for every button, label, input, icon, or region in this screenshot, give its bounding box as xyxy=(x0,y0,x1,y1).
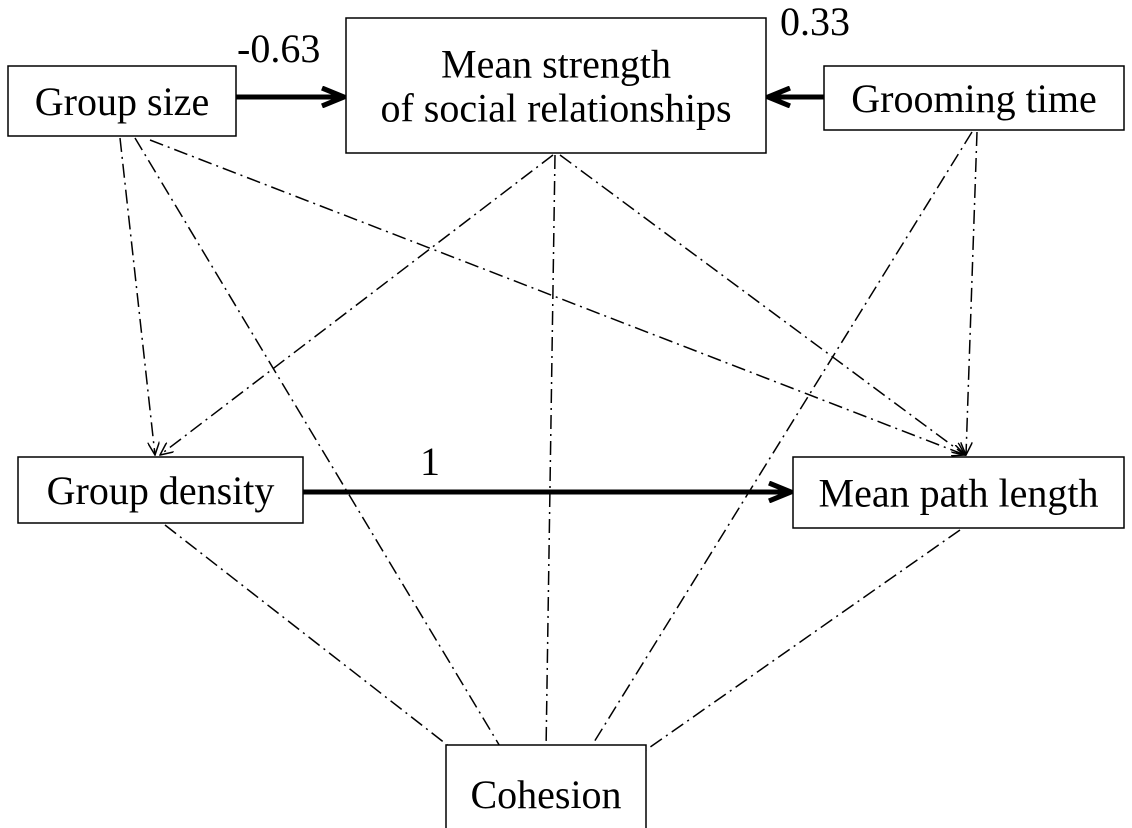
edge-label: -0.63 xyxy=(237,26,320,71)
edge xyxy=(559,154,965,455)
edge xyxy=(149,139,965,455)
node-label: Mean strength xyxy=(441,42,671,87)
node-box xyxy=(823,65,1125,131)
node-label: Mean path length xyxy=(819,471,1099,516)
node-label: Group size xyxy=(35,79,209,124)
edge xyxy=(119,137,155,455)
edge-label: 1 xyxy=(420,439,440,484)
solid-edges xyxy=(236,97,824,492)
edge xyxy=(966,131,978,455)
node-label: Group density xyxy=(47,468,275,513)
node-label: Grooming time xyxy=(851,76,1097,121)
node-box xyxy=(445,744,647,828)
edge xyxy=(545,154,556,818)
node-label: Cohesion xyxy=(470,772,621,817)
node-box xyxy=(792,456,1125,529)
dashed-edges xyxy=(119,131,978,818)
node-box xyxy=(7,65,237,137)
edge xyxy=(547,131,973,818)
edge-label: 0.33 xyxy=(780,0,850,44)
node-box xyxy=(17,456,304,524)
node-box xyxy=(345,17,767,154)
edge xyxy=(134,137,543,818)
node-label: of social relationships xyxy=(380,86,731,131)
edge xyxy=(160,154,554,455)
